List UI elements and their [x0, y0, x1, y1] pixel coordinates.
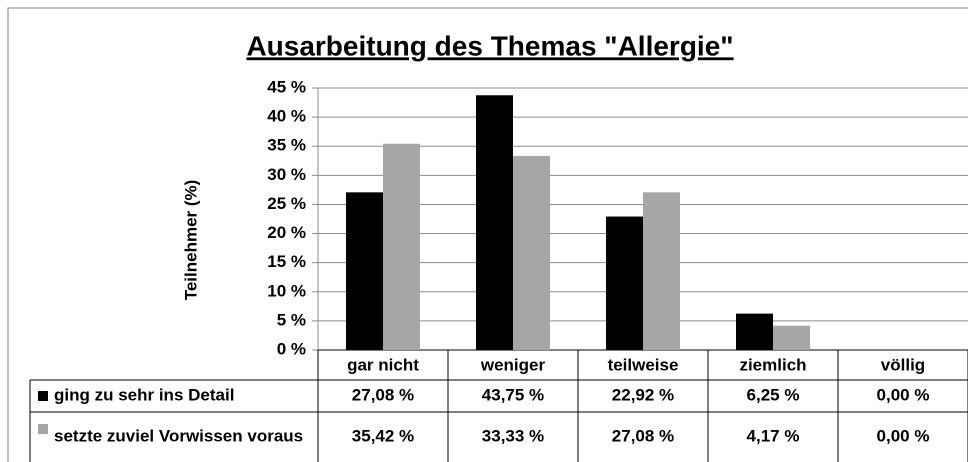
legend-swatch	[38, 424, 48, 434]
bar	[736, 313, 773, 350]
y-tick-label: 0 %	[277, 339, 306, 358]
table-cell: 27,08 %	[352, 385, 414, 404]
table-cell: 33,33 %	[482, 426, 544, 445]
x-tick-label: gar nicht	[347, 355, 419, 374]
y-tick-label: 40 %	[267, 107, 306, 126]
table-cell: 4,17 %	[747, 426, 800, 445]
table-cell: 43,75 %	[482, 385, 544, 404]
x-tick-label: ziemlich	[739, 355, 806, 374]
y-tick-label: 5 %	[277, 310, 306, 329]
y-tick-label: 35 %	[267, 136, 306, 155]
table-cell: 22,92 %	[612, 385, 674, 404]
legend-label: ging zu sehr ins Detail	[54, 385, 234, 404]
bar	[606, 216, 643, 350]
y-tick-label: 25 %	[267, 194, 306, 213]
legend-swatch	[38, 391, 48, 401]
table-cell: 0,00 %	[877, 385, 930, 404]
bar	[383, 143, 420, 350]
table-cell: 35,42 %	[352, 426, 414, 445]
bar	[513, 155, 550, 350]
chart-title: Ausarbeitung des Themas "Allergie"	[246, 30, 733, 61]
y-tick-label: 20 %	[267, 223, 306, 242]
x-tick-label: völlig	[881, 355, 925, 374]
y-tick-label: 30 %	[267, 165, 306, 184]
y-tick-label: 45 %	[267, 77, 306, 96]
table-cell: 0,00 %	[877, 426, 930, 445]
table-cell: 27,08 %	[612, 426, 674, 445]
legend-label: setzte zuviel Vorwissen voraus	[54, 426, 303, 445]
y-tick-label: 15 %	[267, 252, 306, 271]
bar	[346, 192, 383, 350]
x-tick-label: weniger	[480, 355, 546, 374]
bar	[643, 192, 680, 350]
bar	[773, 325, 810, 350]
table-cell: 6,25 %	[747, 385, 800, 404]
bar	[476, 95, 513, 351]
x-tick-label: teilweise	[608, 355, 679, 374]
y-tick-label: 10 %	[267, 281, 306, 300]
y-axis-label: Teilnehmer (%)	[181, 180, 200, 301]
